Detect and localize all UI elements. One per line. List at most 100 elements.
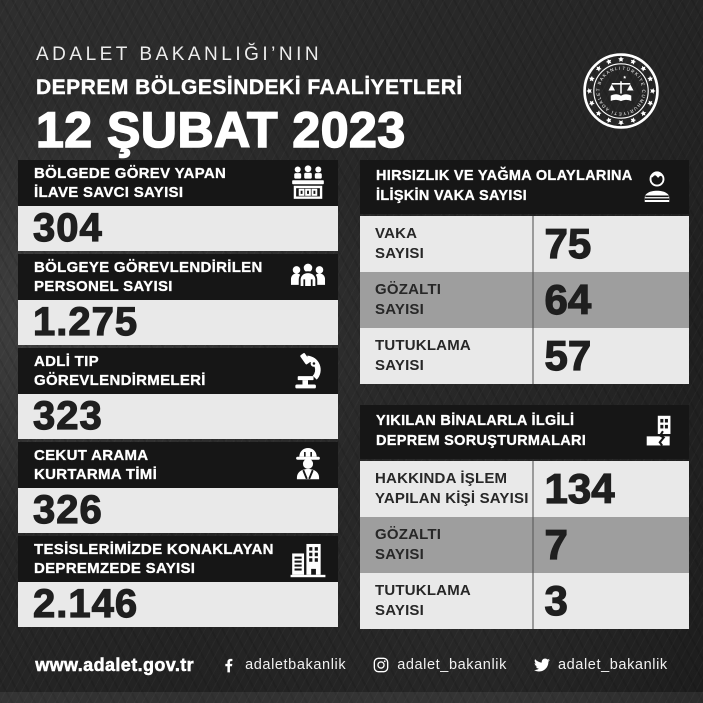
row-label-line2: SAYISI [375, 357, 425, 374]
stat-title: TESİSLERİMİZDE KONAKLAYAN DEPREMZEDE SAY… [34, 540, 274, 579]
stat-value: 1.275 [18, 299, 338, 345]
stat-header: CEKUT ARAMA KURTARMA TİMİ [18, 442, 338, 488]
row-label-line2: SAYISI [375, 245, 425, 262]
panel-header: HIRSIZLIK VE YAĞMA OLAYLARINA İLİŞKİN VA… [360, 160, 689, 214]
row-value: 64 [544, 275, 592, 323]
row-label: TUTUKLAMA SAYISI [360, 328, 532, 384]
ministry-seal-logo: TÜRKİYE CUMHURİYETİ ADALET BAKANLIĞI [580, 47, 660, 130]
row-label-line2: SAYISI [375, 546, 425, 563]
column-divider [532, 328, 534, 384]
facebook-handle: adaletbakanlik [221, 657, 346, 673]
social-handle-text: adalet_bakanlik [397, 657, 507, 673]
bottom-edge-strip [0, 692, 703, 703]
stat-row: VAKA SAYISI 75 [360, 216, 689, 272]
stat-header: BÖLGEYE GÖREVLENDİRİLEN PERSONEL SAYISI [18, 254, 338, 300]
panel-title-line1: HIRSIZLIK VE YAĞMA OLAYLARINA [376, 168, 633, 185]
stat-value: 323 [18, 393, 338, 439]
facebook-icon [221, 657, 237, 673]
row-label: TUTUKLAMA SAYISI [360, 573, 532, 629]
stat-title-line1: TESİSLERİMİZDE KONAKLAYAN [34, 540, 274, 558]
row-label-line1: VAKA [375, 224, 418, 242]
stat-block-adli-tip: ADLİ TIP GÖREVLENDİRMELERİ [18, 348, 338, 439]
row-value: 57 [544, 331, 592, 379]
left-stats-column: BÖLGEDE GÖREV YAPAN İLAVE SAVCI SAYISI [18, 160, 338, 650]
panel-hirsizlik: HIRSIZLIK VE YAĞMA OLAYLARINA İLİŞKİN VA… [360, 160, 689, 384]
column-divider [532, 461, 534, 517]
column-divider [532, 573, 534, 629]
stat-value: 326 [18, 487, 338, 533]
panel-header: YIKILAN BİNALARLA İLGİLİ DEPREM SORUŞTUR… [360, 405, 689, 459]
twitter-icon [533, 657, 550, 673]
stat-title-line1: BÖLGEYE GÖREVLENDİRİLEN [34, 258, 263, 276]
seal-emblem [608, 73, 634, 102]
twitter-handle: adalet_bakanlik [533, 657, 668, 673]
microscope-icon [288, 351, 328, 391]
collapsed-building-icon [637, 412, 677, 452]
row-label-line1: HAKKINDA İŞLEM [375, 469, 508, 487]
stat-row: TUTUKLAMA SAYISI 3 [360, 573, 689, 629]
thief-icon [637, 167, 677, 207]
column-divider [532, 517, 534, 573]
personnel-group-icon [288, 257, 328, 297]
stat-title: CEKUT ARAMA KURTARMA TİMİ [34, 446, 157, 485]
stat-header: BÖLGEDE GÖREV YAPAN İLAVE SAVCI SAYISI [18, 160, 338, 206]
judges-bench-icon [288, 163, 328, 203]
panel-title: HIRSIZLIK VE YAĞMA OLAYLARINA İLİŞKİN VA… [376, 167, 633, 206]
stat-value: 304 [18, 205, 338, 251]
row-label-line2: SAYISI [375, 602, 425, 619]
row-label: GÖZALTI SAYISI [360, 272, 532, 328]
stats-area: BÖLGEDE GÖREV YAPAN İLAVE SAVCI SAYISI [18, 160, 689, 650]
right-stats-column: HIRSIZLIK VE YAĞMA OLAYLARINA İLİŞKİN VA… [360, 160, 689, 650]
instagram-icon [373, 657, 389, 673]
row-label-line1: GÖZALTI [375, 525, 442, 543]
stat-title-line2: KURTARMA TİMİ [34, 466, 158, 483]
footer: www.adalet.gov.tr adaletbakanlik adalet_… [0, 641, 703, 689]
social-handle-text: adalet_bakanlik [557, 657, 668, 673]
panel-title-line2: DEPREM SORUŞTURMALARI [376, 433, 587, 449]
stat-title-line2: İLAVE SAVCI SAYISI [34, 184, 184, 201]
header-date: 12 ŞUBAT 2023 [35, 102, 406, 158]
stat-value: 2.146 [18, 581, 338, 627]
stat-header: TESİSLERİMİZDE KONAKLAYAN DEPREMZEDE SAY… [18, 536, 338, 582]
header: ADALET BAKANLIĞI’NIN DEPREM BÖLGESİNDEKİ… [35, 44, 463, 158]
stat-block-depremzede: TESİSLERİMİZDE KONAKLAYAN DEPREMZEDE SAY… [18, 536, 338, 627]
row-value: 134 [544, 464, 615, 512]
panel-yikilan-binalar: YIKILAN BİNALARLA İLGİLİ DEPREM SORUŞTUR… [360, 405, 689, 629]
stat-block-cekut: CEKUT ARAMA KURTARMA TİMİ [18, 442, 338, 533]
stat-block-personel: BÖLGEYE GÖREVLENDİRİLEN PERSONEL SAYISI [18, 254, 338, 345]
row-label-line1: TUTUKLAMA [375, 581, 471, 599]
stat-title-line2: DEPREMZEDE SAYISI [34, 560, 196, 577]
header-subtitle: ADALET BAKANLIĞI’NIN [36, 44, 323, 65]
header-title: DEPREM BÖLGESİNDEKİ FAALİYETLERİ [36, 76, 463, 99]
row-value: 75 [544, 219, 592, 267]
row-label-line1: TUTUKLAMA [375, 336, 471, 354]
website-url: www.adalet.gov.tr [35, 654, 195, 675]
column-divider [532, 272, 534, 328]
stat-title-line1: BÖLGEDE GÖREV YAPAN [34, 164, 227, 182]
buildings-icon [288, 539, 328, 579]
column-divider [532, 216, 534, 272]
stat-title: ADLİ TIP GÖREVLENDİRMELERİ [34, 352, 206, 391]
row-label-line2: SAYISI [375, 301, 425, 318]
stat-title-line1: CEKUT ARAMA [34, 446, 149, 464]
social-handle-text: adaletbakanlik [245, 657, 347, 673]
row-value: 7 [544, 520, 569, 568]
instagram-handle: adalet_bakanlik [373, 657, 507, 673]
stat-block-savci: BÖLGEDE GÖREV YAPAN İLAVE SAVCI SAYISI [18, 160, 338, 251]
stat-title-line1: ADLİ TIP [34, 352, 99, 370]
row-label: GÖZALTI SAYISI [360, 517, 532, 573]
stat-row: GÖZALTI SAYISI 64 [360, 272, 689, 328]
row-value: 3 [544, 576, 569, 624]
stat-row: TUTUKLAMA SAYISI 57 [360, 328, 689, 384]
row-label: VAKA SAYISI [360, 216, 532, 272]
panel-title-line1: YIKILAN BİNALARLA İLGİLİ [376, 413, 575, 430]
stat-row: GÖZALTI SAYISI 7 [360, 517, 689, 573]
row-label-line1: GÖZALTI [375, 280, 442, 298]
panel-title: YIKILAN BİNALARLA İLGİLİ DEPREM SORUŞTUR… [376, 412, 586, 451]
stat-header: ADLİ TIP GÖREVLENDİRMELERİ [18, 348, 338, 394]
stat-title: BÖLGEYE GÖREVLENDİRİLEN PERSONEL SAYISI [34, 258, 263, 297]
row-label-line2: YAPILAN KİŞİ SAYISI [375, 490, 529, 507]
panel-title-line2: İLİŞKİN VAKA SAYISI [376, 188, 527, 204]
stat-title: BÖLGEDE GÖREV YAPAN İLAVE SAVCI SAYISI [34, 164, 226, 203]
